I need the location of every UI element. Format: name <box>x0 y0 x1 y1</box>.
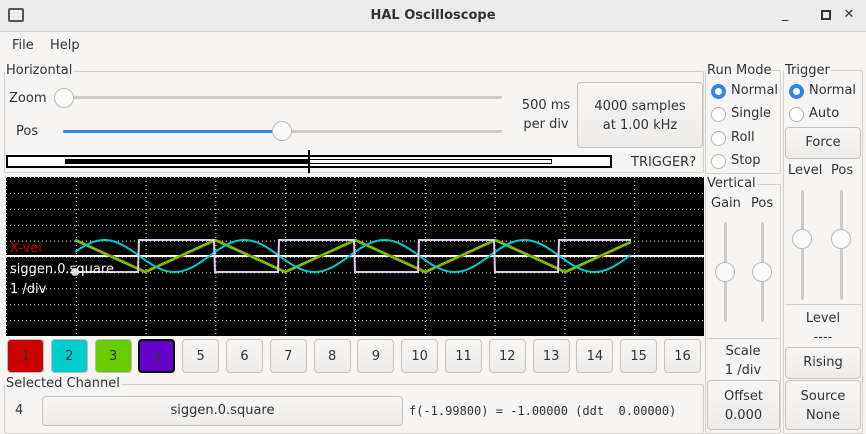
radio-auto[interactable] <box>789 107 804 123</box>
close-icon[interactable]: ✕ <box>843 7 855 22</box>
channel-button-14[interactable]: 14 <box>576 339 614 373</box>
horizontal-group <box>4 71 704 173</box>
horizontal-label: Horizontal <box>5 63 74 78</box>
channel-button-13[interactable]: 13 <box>532 339 570 373</box>
trace-channel-2 <box>74 239 632 273</box>
app-icon <box>8 8 24 22</box>
radio-roll[interactable] <box>711 130 726 146</box>
rate-line2: per div <box>523 117 569 132</box>
channel-button-12[interactable]: 12 <box>488 339 526 373</box>
samples-line2: at 1.00 kHz <box>602 118 678 133</box>
channel-button-10[interactable]: 10 <box>401 339 439 373</box>
channel-button-6[interactable]: 6 <box>226 339 263 373</box>
offset-value: 0.000 <box>724 408 763 423</box>
vertical-label: Vertical <box>706 176 757 191</box>
pos-slider-fill <box>63 130 282 133</box>
radio-label-single[interactable]: Single <box>731 106 771 122</box>
channel-readout: f(-1.99800) = -1.00000 (ddt 0.00000) <box>409 404 677 418</box>
trigger-pos-knob[interactable] <box>831 229 851 249</box>
trace-channel-4 <box>75 239 631 273</box>
channel-button-2[interactable]: 2 <box>50 339 88 373</box>
vertical-pos-knob[interactable] <box>752 262 772 282</box>
selected-channel-number: 4 <box>15 403 24 418</box>
gain-slider-knob[interactable] <box>715 262 735 282</box>
trigger-position-marker <box>308 150 310 173</box>
channel-name-overlay: X-vel <box>10 241 42 256</box>
rate-line1: 500 ms <box>521 98 571 113</box>
channel-button-16[interactable]: 16 <box>664 339 701 373</box>
channel-button-3[interactable]: 3 <box>94 339 132 373</box>
run-mode-label: Run Mode <box>706 63 773 78</box>
trigger-status: TRIGGER? <box>631 155 697 170</box>
offset-button[interactable]: Offset 0.000 <box>707 380 780 430</box>
channel-button-11[interactable]: 11 <box>445 339 482 373</box>
channel-source-button[interactable]: siggen.0.square <box>42 396 403 426</box>
trigger-source-button[interactable]: Source None <box>785 380 861 430</box>
pos-slider-knob[interactable] <box>272 121 292 141</box>
channel-scale-overlay: 1 /div <box>10 282 47 297</box>
channel-button-9[interactable]: 9 <box>357 339 395 373</box>
divider <box>785 304 861 305</box>
radio-normal[interactable] <box>789 84 804 99</box>
trigger-level-value: ---- <box>813 330 833 345</box>
divider <box>707 338 779 339</box>
zoom-label: Zoom <box>9 91 47 106</box>
selected-channel-label: Selected Channel <box>5 376 121 391</box>
title-bar <box>0 0 866 32</box>
scale-label: Scale <box>725 344 761 359</box>
radio-label-stop[interactable]: Stop <box>731 152 761 168</box>
samples-line1: 4000 samples <box>594 99 686 114</box>
channel-4-marker <box>71 268 79 276</box>
channel-button-1[interactable]: 1 <box>7 339 44 373</box>
force-button[interactable]: Force <box>785 127 861 159</box>
source-line2: None <box>806 408 840 423</box>
maximize-icon[interactable] <box>821 10 831 20</box>
trigger-level-heading: Level <box>805 311 841 326</box>
channel-button-5[interactable]: 5 <box>182 339 220 373</box>
trigger-edge-button[interactable]: Rising <box>785 347 861 379</box>
radio-label-roll[interactable]: Roll <box>731 129 755 145</box>
radio-label-normal[interactable]: Normal <box>809 83 857 98</box>
menu-help[interactable]: Help <box>50 38 80 53</box>
scale-value: 1 /div <box>724 363 762 378</box>
vertical-pos-label: Pos <box>751 196 774 211</box>
channel-button-4[interactable]: 4 <box>138 339 176 373</box>
offset-label: Offset <box>723 389 764 404</box>
radio-normal[interactable] <box>711 84 726 99</box>
samples-button[interactable]: 4000 samples at 1.00 kHz <box>577 82 703 148</box>
channel-button-7[interactable]: 7 <box>269 339 307 373</box>
radio-stop[interactable] <box>711 153 726 169</box>
minimize-icon[interactable]: _ <box>781 7 789 22</box>
window-title: HAL Oscilloscope <box>370 8 496 23</box>
gain-label: Gain <box>711 196 741 211</box>
scope-display[interactable] <box>6 177 704 336</box>
channel-name-overlay: siggen.0.square <box>10 262 114 277</box>
radio-label-normal[interactable]: Normal <box>731 83 779 98</box>
trigger-level-label: Level <box>788 163 823 178</box>
trigger-pos-label: Pos <box>831 163 854 178</box>
source-line1: Source <box>800 389 846 404</box>
radio-label-auto[interactable]: Auto <box>809 106 840 122</box>
channel-button-15[interactable]: 15 <box>620 339 658 373</box>
pos-label: Pos <box>16 124 39 139</box>
channel-button-8[interactable]: 8 <box>313 339 351 373</box>
radio-single[interactable] <box>711 107 726 123</box>
menu-file[interactable]: File <box>12 38 34 53</box>
zoom-slider[interactable] <box>63 96 502 99</box>
trigger-level-knob[interactable] <box>792 229 812 249</box>
zoom-slider-knob[interactable] <box>54 88 74 108</box>
trigger-label: Trigger <box>784 63 831 78</box>
